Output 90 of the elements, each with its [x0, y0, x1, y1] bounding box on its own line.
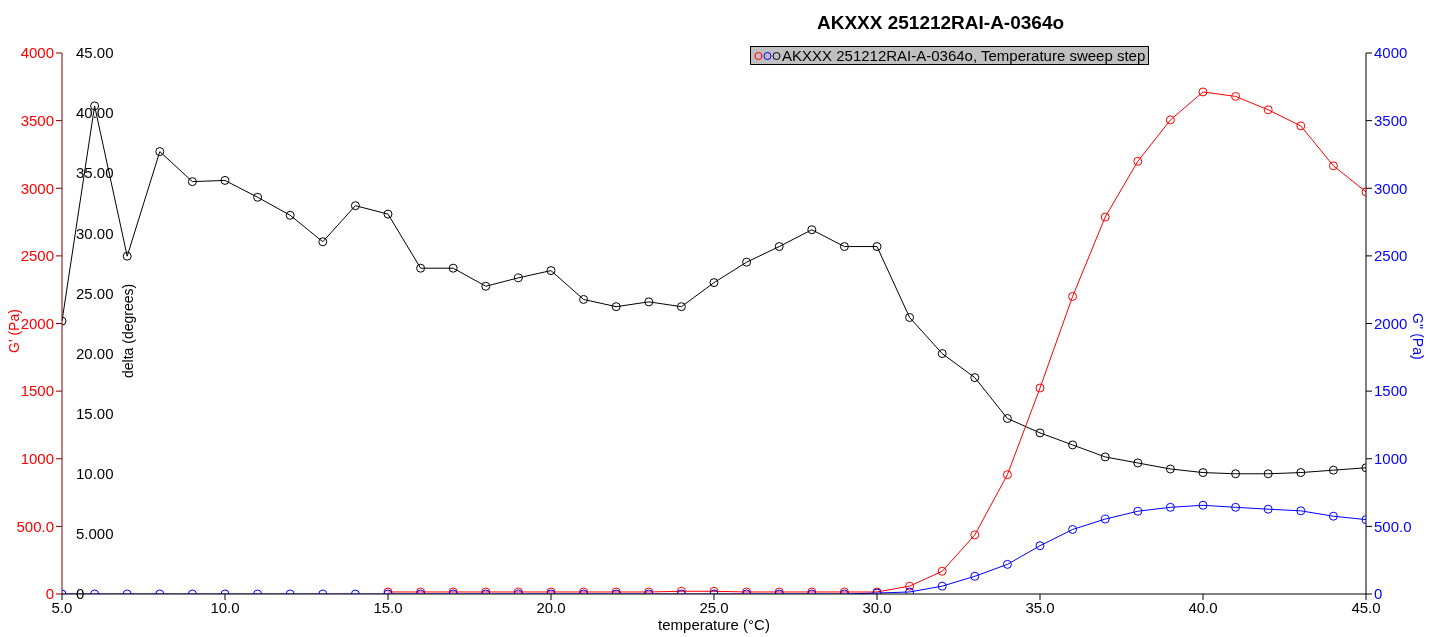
y3-tick-label: 10.00 [76, 465, 114, 483]
y-tick-label: 3500 [20, 111, 54, 129]
point [122, 251, 132, 261]
x-axis-title: temperature (°C) [658, 616, 770, 633]
point [1296, 468, 1306, 478]
y2-tick-label: 3000 [1374, 179, 1408, 197]
y2-tick-label: 2500 [1374, 247, 1408, 265]
point [579, 294, 589, 304]
point [1198, 468, 1208, 478]
point [1002, 413, 1012, 423]
point [611, 302, 621, 312]
point [1100, 452, 1110, 462]
point [807, 225, 817, 235]
point [1231, 469, 1241, 479]
point [285, 210, 295, 220]
y2-tick-label: 1000 [1374, 450, 1408, 468]
legend-title: AKXXX 251212RAI-A-0364o, Temperature sweep step [750, 46, 1150, 65]
point [839, 242, 849, 252]
point [1100, 212, 1110, 222]
x-tick-label: 40.0 [1188, 598, 1218, 616]
y2-tick-label: 500.0 [1374, 517, 1412, 535]
x-tick-label: 10.0 [210, 598, 240, 616]
point [1165, 464, 1175, 474]
point [1198, 87, 1208, 97]
point [905, 312, 915, 322]
point [546, 266, 556, 276]
y-tick-label: 3000 [20, 179, 54, 197]
point [513, 273, 523, 283]
point [970, 530, 980, 540]
point [318, 237, 328, 247]
point [1231, 91, 1241, 101]
point [253, 192, 263, 202]
point [1263, 105, 1273, 115]
y-tick-label: 4000 [20, 44, 54, 62]
point [1035, 428, 1045, 438]
y3-tick-label: 15.00 [76, 404, 114, 422]
point [1263, 469, 1273, 479]
point [676, 302, 686, 312]
y3-tick-label: 45.00 [76, 44, 114, 62]
y-tick-label: 500.0 [16, 517, 54, 535]
y-tick-label: 2500 [20, 247, 54, 265]
point [937, 349, 947, 359]
y3-tick-label: 25.00 [76, 284, 114, 302]
point [937, 566, 947, 576]
y-tick-label: 2000 [20, 314, 54, 332]
y3-tick-label: 5.000 [76, 525, 114, 543]
point [1296, 121, 1306, 131]
point [1068, 291, 1078, 301]
x-tick-label: 25.0 [699, 598, 729, 616]
y2-tick-label: 3500 [1374, 111, 1408, 129]
point [644, 297, 654, 307]
point [774, 242, 784, 252]
x-tick-label: 30.0 [862, 598, 892, 616]
y-tick-label: 0 [45, 585, 54, 603]
point [448, 263, 458, 273]
chart-title: AKXXX 251212RAI-A-0364o [816, 12, 1065, 33]
y2-tick-label: 4000 [1374, 44, 1408, 62]
point [383, 209, 393, 219]
x-tick-label: 35.0 [1025, 598, 1055, 616]
point [1035, 383, 1045, 393]
y2-axis-title: G'' (Pa) [1410, 313, 1426, 360]
point [1328, 465, 1338, 475]
x-tick-label: 5.0 [51, 598, 73, 616]
point [1328, 161, 1338, 171]
point [155, 147, 165, 157]
y-tick-label: 1000 [20, 450, 54, 468]
point [1002, 470, 1012, 480]
point [1068, 440, 1078, 450]
y2-tick-label: 1500 [1374, 382, 1408, 400]
point [187, 177, 197, 187]
point [1133, 156, 1143, 166]
y3-axis-title: delta (degrees) [120, 283, 136, 378]
point [905, 581, 915, 591]
y-tick-label: 1500 [20, 382, 54, 400]
point [1133, 458, 1143, 468]
point [350, 201, 360, 211]
y2-tick-label: 2000 [1374, 314, 1408, 332]
y-axis-title: G' (Pa) [6, 309, 22, 353]
point [1165, 115, 1175, 125]
point [220, 175, 230, 185]
y3-tick-label: 30.00 [76, 224, 114, 242]
x-tick-label: 15.0 [373, 598, 403, 616]
point [481, 281, 491, 291]
point [709, 278, 719, 288]
point [416, 263, 426, 273]
point [970, 373, 980, 383]
x-tick-label: 20.0 [536, 598, 566, 616]
point [872, 242, 882, 252]
point [742, 257, 752, 267]
y3-tick-label: 20.00 [76, 344, 114, 362]
